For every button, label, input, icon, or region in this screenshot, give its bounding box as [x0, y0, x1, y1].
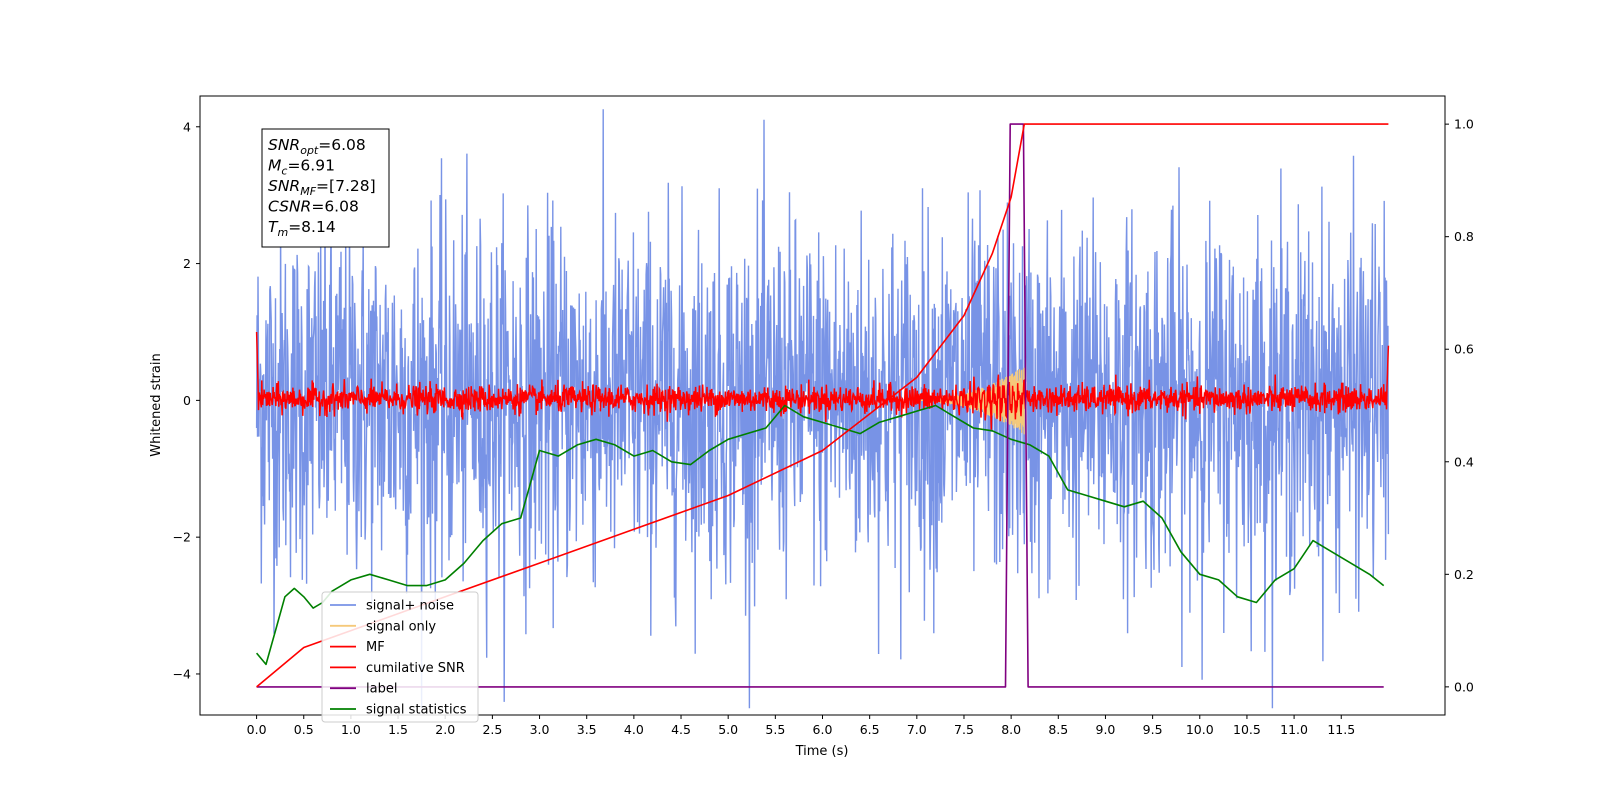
x-tick-label: 6.5: [860, 722, 880, 737]
y2-axis-ticks: 0.0 0.2 0.4 0.6 0.8 1.0: [1445, 117, 1474, 694]
x-tick-label: 1.0: [341, 722, 361, 737]
x-tick-label: 9.0: [1096, 722, 1116, 737]
y2-tick-label: 0.0: [1454, 679, 1474, 694]
x-axis-label: Time (s): [795, 744, 849, 759]
y-axis-label: Whitened strain: [149, 353, 164, 456]
x-tick-label: 6.0: [813, 722, 833, 737]
x-tick-label: 10.5: [1233, 722, 1261, 737]
x-tick-label: 4.5: [671, 722, 691, 737]
y-tick-label: 4: [183, 119, 191, 134]
y2-tick-label: 0.8: [1454, 229, 1474, 244]
x-tick-label: 7.5: [954, 722, 974, 737]
x-tick-label: 5.5: [765, 722, 785, 737]
x-tick-label: 11.0: [1280, 722, 1308, 737]
annotation-line: SNRopt=6.08: [268, 136, 366, 157]
series-label: [256, 123, 1384, 688]
x-tick-label: 0.5: [294, 722, 314, 737]
legend-entry: MF: [366, 640, 385, 655]
plot-area: [255, 109, 1390, 709]
x-tick-label: 4.0: [624, 722, 644, 737]
legend-entry: signal only: [366, 619, 436, 634]
y-tick-label: 2: [183, 256, 191, 271]
x-tick-label: 0.0: [247, 722, 267, 737]
x-tick-label: 11.5: [1327, 722, 1355, 737]
y-tick-label: −4: [173, 666, 191, 681]
x-tick-label: 1.5: [388, 722, 408, 737]
legend-entry: label: [366, 682, 397, 697]
legend-entry: cumilative SNR: [366, 661, 465, 676]
x-tick-label: 7.0: [907, 722, 927, 737]
x-tick-label: 3.5: [577, 722, 597, 737]
x-tick-label: 9.5: [1143, 722, 1163, 737]
x-axis-ticks: 0.0 0.5 1.0 1.5 2.0 2.5 3.0 3.5 4.0 4.5 5.0 5.5 6.0 6…: [247, 715, 1355, 737]
legend: signal+ noise signal only MF cumilative SNR…: [321, 591, 479, 723]
y2-tick-label: 0.6: [1454, 342, 1474, 357]
y2-tick-label: 1.0: [1454, 117, 1474, 132]
x-tick-label: 8.5: [1048, 722, 1068, 737]
annotation-line: Mc=6.91: [268, 157, 335, 178]
x-tick-label: 2.5: [482, 722, 502, 737]
y-axis-ticks: −4 −2 0 2 4: [173, 119, 200, 681]
legend-entry: signal+ noise: [366, 599, 454, 614]
x-tick-label: 3.0: [530, 722, 550, 737]
x-tick-label: 8.0: [1001, 722, 1021, 737]
x-tick-label: 2.0: [435, 722, 455, 737]
y2-tick-label: 0.2: [1454, 567, 1474, 582]
series-mf: [255, 331, 1390, 430]
legend-entry: signal statistics: [366, 703, 467, 718]
y2-tick-label: 0.4: [1454, 454, 1474, 469]
x-tick-label: 5.0: [718, 722, 738, 737]
series-signal-statistics: [255, 404, 1385, 666]
annotation-line: CSNR=6.08: [268, 198, 359, 216]
y-tick-label: 0: [183, 393, 191, 408]
x-tick-label: 10.0: [1186, 722, 1214, 737]
annotation-line: SNRMF=[7.28]: [268, 177, 376, 198]
annotation-line: Tm=8.14: [268, 218, 336, 239]
y-tick-label: −2: [173, 530, 191, 545]
series-signal-noise: [255, 109, 1390, 709]
